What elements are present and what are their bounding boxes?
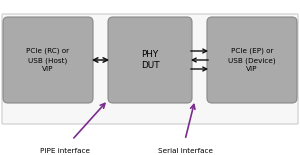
- FancyBboxPatch shape: [207, 17, 297, 103]
- Text: Serial interface: Serial interface: [158, 148, 212, 154]
- FancyBboxPatch shape: [3, 17, 93, 103]
- FancyBboxPatch shape: [2, 14, 298, 124]
- Text: PIPE interface: PIPE interface: [40, 148, 90, 154]
- FancyBboxPatch shape: [108, 17, 192, 103]
- Text: PCIe (EP) or
USB (Device)
VIP: PCIe (EP) or USB (Device) VIP: [228, 48, 276, 72]
- Text: PHY
DUT: PHY DUT: [141, 50, 159, 70]
- Text: PCIe (RC) or
USB (Host)
VIP: PCIe (RC) or USB (Host) VIP: [26, 48, 70, 72]
